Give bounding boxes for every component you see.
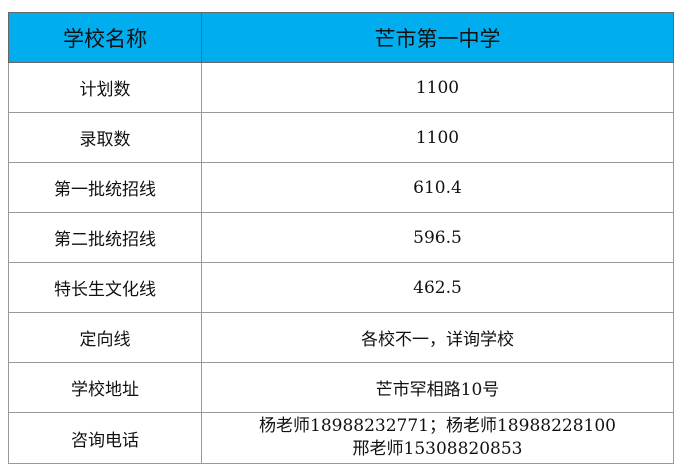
- table-row: 特长生文化线 462.5: [8, 262, 674, 313]
- row-label: 录取数: [8, 112, 202, 163]
- table-row: 录取数 1100: [8, 112, 674, 163]
- phone-line-2: 邢老师15308820853: [352, 439, 523, 459]
- row-label: 定向线: [8, 312, 202, 363]
- table-row: 计划数 1100: [8, 62, 674, 113]
- row-value: 芒市罕相路10号: [201, 362, 674, 413]
- row-label: 第二批统招线: [8, 212, 202, 263]
- row-label: 学校地址: [8, 362, 202, 413]
- row-value: 610.4: [201, 162, 674, 213]
- row-value: 杨老师18988232771；杨老师18988228100 邢老师15308820…: [201, 412, 674, 464]
- row-value: 462.5: [201, 262, 674, 313]
- table-row: 定向线 各校不一，详询学校: [8, 312, 674, 363]
- header-value: 芒市第一中学: [201, 12, 674, 63]
- row-value: 1100: [201, 112, 674, 163]
- table-row: 学校地址 芒市罕相路10号: [8, 362, 674, 413]
- row-value: 1100: [201, 62, 674, 113]
- table-row: 第一批统招线 610.4: [8, 162, 674, 213]
- row-label: 第一批统招线: [8, 162, 202, 213]
- phone-line-1: 杨老师18988232771；杨老师18988228100: [259, 416, 616, 436]
- row-label: 特长生文化线: [8, 262, 202, 313]
- row-value: 各校不一，详询学校: [201, 312, 674, 363]
- admission-info-table: 学校名称 芒市第一中学 计划数 1100 录取数 1100 第一批统招线 610.4 …: [8, 12, 674, 464]
- row-label: 计划数: [8, 62, 202, 113]
- table-header-row: 学校名称 芒市第一中学: [8, 12, 674, 63]
- header-label: 学校名称: [8, 12, 202, 63]
- row-value: 596.5: [201, 212, 674, 263]
- row-label: 咨询电话: [8, 412, 202, 464]
- table-row: 咨询电话 杨老师18988232771；杨老师18988228100 邢老师1530…: [8, 412, 674, 464]
- table-row: 第二批统招线 596.5: [8, 212, 674, 263]
